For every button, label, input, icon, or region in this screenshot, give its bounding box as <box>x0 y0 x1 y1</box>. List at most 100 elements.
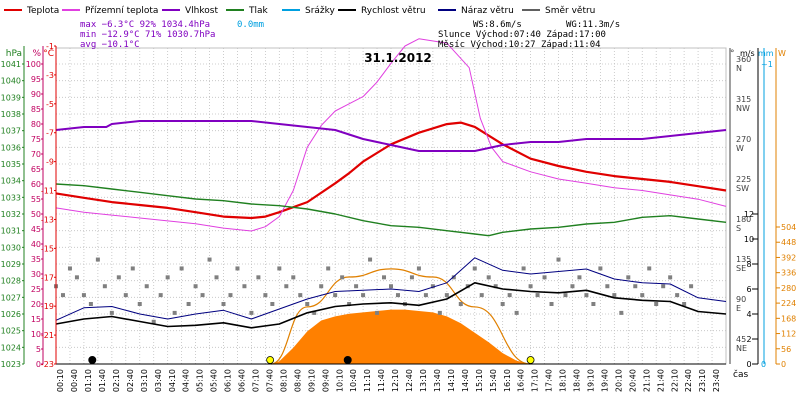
series-prizemni <box>55 38 727 232</box>
direction-point <box>493 284 498 289</box>
direction-point <box>640 293 645 298</box>
pressure-tick-label: 1029 <box>1 260 21 269</box>
direction-point <box>612 293 617 298</box>
humidity-unit: % <box>32 49 41 59</box>
direction-tick-dir: SW <box>736 184 749 193</box>
direction-point <box>479 293 484 298</box>
direction-point <box>165 275 170 280</box>
legend-label-srazky: Srážky <box>305 6 336 16</box>
x-tick-label: 17:10 <box>531 369 540 392</box>
pressure-tick-label: 1032 <box>1 210 21 219</box>
solar-tick-label: 392 <box>781 253 796 262</box>
direction-point <box>682 302 687 306</box>
pressure-unit: hPa <box>6 49 22 59</box>
wind-tick-label: 6 <box>746 285 751 294</box>
x-tick-label: 23:10 <box>698 369 707 392</box>
direction-point <box>193 284 198 289</box>
direction-tick-label: 180 <box>736 215 751 224</box>
solar-tick-label: 0 <box>781 360 786 369</box>
x-tick-label: 08:10 <box>279 369 288 392</box>
wind-tick-label: 2 <box>746 335 751 344</box>
temperature-tick-label: -21 <box>41 331 54 340</box>
x-tick-label: 16:40 <box>517 369 526 392</box>
direction-unit: ° <box>730 49 735 59</box>
solar-unit: W <box>778 49 786 58</box>
direction-point <box>347 302 352 306</box>
stats-panel: max −6.3°C 92% 1034.4hPa 0.0mm min −12.9… <box>80 20 620 50</box>
direction-point <box>102 284 107 289</box>
x-tick-label: 18:40 <box>573 369 582 392</box>
x-tick-label: 07:40 <box>265 369 274 392</box>
direction-point <box>312 310 317 315</box>
direction-point <box>144 284 149 289</box>
x-tick-label: 05:10 <box>196 369 205 392</box>
x-tick-label: 22:10 <box>670 369 679 392</box>
solar-tick-label: 448 <box>781 238 796 247</box>
direction-tick-label: 315 <box>736 95 751 104</box>
solar-tick-label: 168 <box>781 314 796 323</box>
direction-point <box>340 275 345 280</box>
pressure-tick-label: 1041 <box>1 60 21 69</box>
humidity-tick-label: 95 <box>31 75 41 84</box>
pressure-tick-label: 1039 <box>1 93 21 102</box>
pressure-tick-label: 1036 <box>1 143 21 152</box>
humidity-tick-label: 75 <box>31 135 41 144</box>
direction-point <box>584 293 589 298</box>
direction-tick-dir: E <box>736 304 741 313</box>
x-tick-label: 10:40 <box>349 369 358 392</box>
x-tick-label: 12:10 <box>391 369 400 392</box>
direction-point <box>549 302 554 306</box>
direction-tick-dir: N <box>736 64 742 73</box>
direction-point <box>416 266 421 271</box>
sun-marker <box>266 356 275 364</box>
direction-point <box>249 310 254 315</box>
x-tick-label: 01:10 <box>84 369 93 392</box>
direction-point <box>326 266 331 271</box>
pressure-tick-label: 1023 <box>1 360 21 369</box>
direction-point <box>263 293 268 298</box>
x-tick-label: 17:40 <box>545 369 554 392</box>
rain-tick-label: 0 <box>761 360 766 369</box>
temperature-tick-label: -17 <box>41 273 54 282</box>
x-tick-label: 21:40 <box>656 369 665 392</box>
direction-point <box>60 293 65 298</box>
legend-label-vlhkost: Vlhkost <box>185 6 218 16</box>
direction-point <box>284 284 289 289</box>
pressure-tick-label: 1028 <box>1 277 21 286</box>
direction-point <box>375 310 380 315</box>
x-tick-label: 11:40 <box>377 369 386 392</box>
stats-max: max −6.3°C 92% 1034.4hPa <box>80 20 210 30</box>
direction-point <box>382 275 387 280</box>
pressure-tick-label: 1031 <box>1 227 21 236</box>
x-tick-label: 02:40 <box>126 369 135 392</box>
solar-tick-label: 280 <box>781 284 796 293</box>
temperature-unit: °C <box>43 49 54 59</box>
x-tick-label: 06:10 <box>224 369 233 392</box>
direction-point <box>528 284 533 289</box>
temperature-tick-label: -5 <box>46 100 54 109</box>
series-naraz <box>55 257 727 321</box>
pressure-tick-label: 1033 <box>1 193 21 202</box>
direction-point <box>74 275 79 280</box>
x-tick-label: 06:40 <box>238 369 247 392</box>
direction-point <box>228 293 233 298</box>
humidity-tick-label: 70 <box>31 150 41 159</box>
temperature-tick-label: -3 <box>46 71 54 80</box>
x-tick-label: 19:10 <box>587 369 596 392</box>
x-tick-label: 00:10 <box>56 369 65 392</box>
wind-unit: m/s <box>740 49 755 58</box>
sun-marker <box>526 356 535 364</box>
direction-point <box>437 310 442 315</box>
legend-label-rychlost: Rychlost větru <box>361 6 426 16</box>
direction-point <box>626 275 631 280</box>
humidity-tick-label: 5 <box>36 345 41 354</box>
solar-radiation-area <box>270 309 531 364</box>
x-tick-label: 20:40 <box>628 369 637 392</box>
legend-label-smer: Směr větru <box>545 6 595 16</box>
direction-tick-dir: NE <box>736 344 747 353</box>
direction-tick-label: 45 <box>736 335 746 344</box>
humidity-tick-label: 90 <box>31 90 41 99</box>
humidity-tick-label: 45 <box>31 225 41 234</box>
direction-point <box>333 293 338 298</box>
direction-point <box>570 284 575 289</box>
